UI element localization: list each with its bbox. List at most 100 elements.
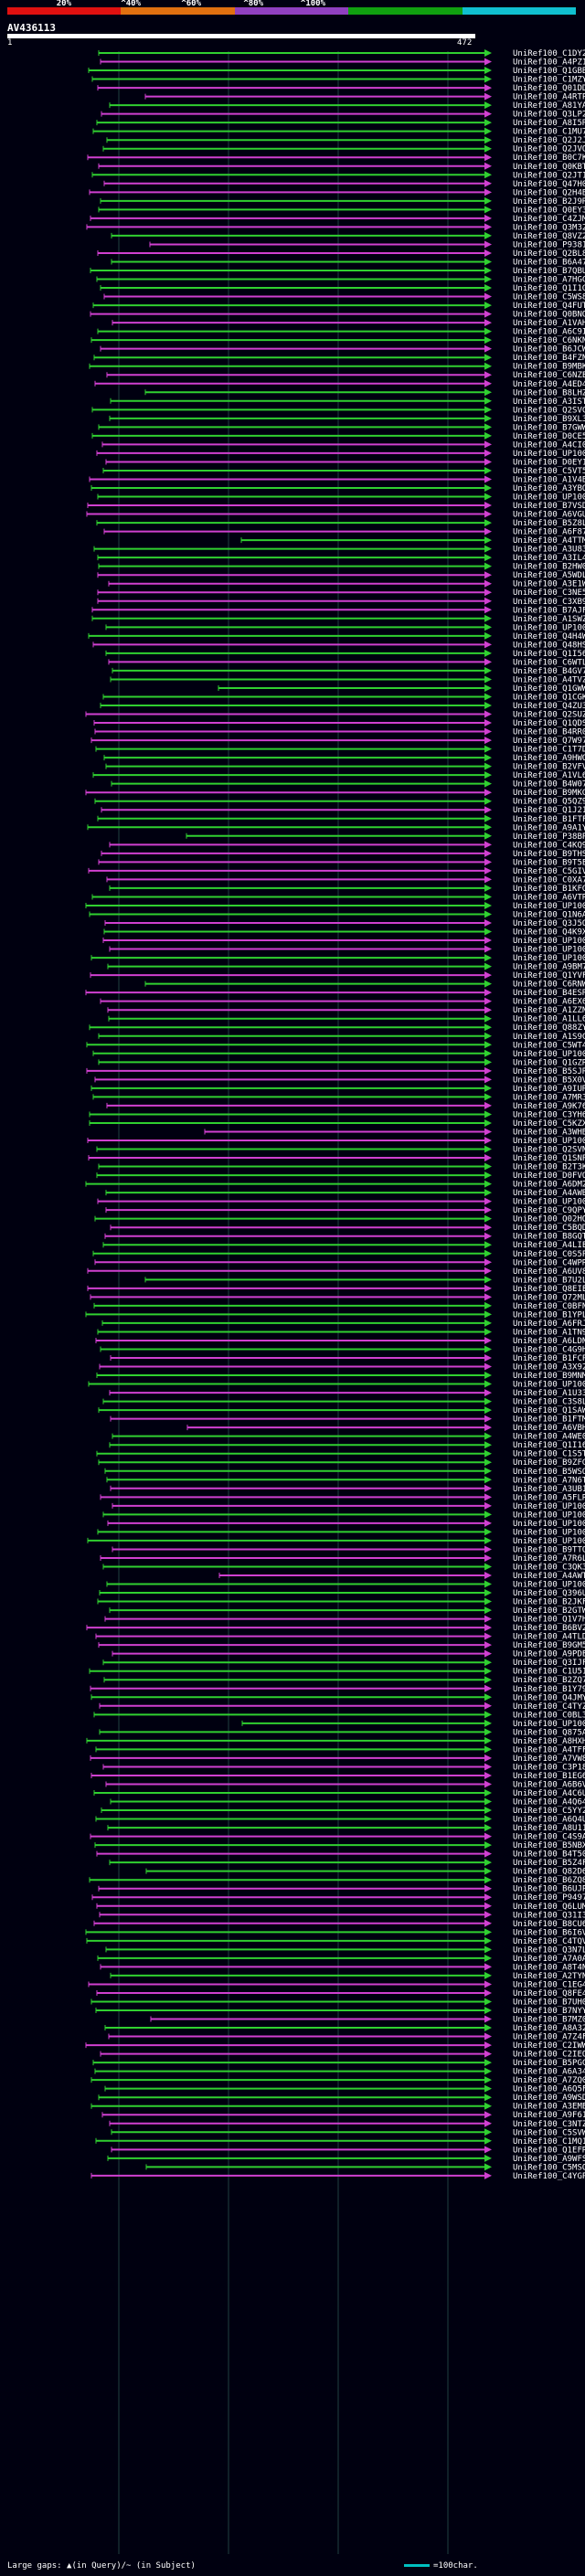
hit-row[interactable]: UniRef100_A6Q4U4 [95, 1815, 585, 1825]
hit-label[interactable]: UniRef100_Q2SVC1 [513, 406, 585, 415]
hit-row[interactable]: UniRef100_A9PDE6 [112, 1649, 585, 1659]
hit-row[interactable]: UniRef100_B1KFG3 [109, 884, 585, 894]
hit-row[interactable]: UniRef100_A4LIE46 [102, 1241, 585, 1250]
hit-row[interactable]: UniRef100_Q396U5 [99, 1589, 585, 1598]
hit-row[interactable]: UniRef100_C0BFN1 [93, 1301, 585, 1311]
hit-label[interactable]: UniRef100_D0EY17 [513, 458, 585, 467]
hit-label[interactable]: UniRef100_A6VGU3 [513, 511, 585, 520]
hit-row[interactable]: UniRef100_Q2JT1 [91, 171, 585, 180]
hit-row[interactable]: UniRef100_UP1000... [87, 1536, 585, 1546]
hit-row[interactable]: UniRef100_A3YBQ1 [90, 484, 585, 493]
hit-row[interactable]: UniRef100_A8T4N6 [100, 1963, 585, 1972]
hit-label[interactable]: UniRef100_B9MNM3 [513, 1372, 585, 1381]
hit-label[interactable]: UniRef100_B8GQT7 [513, 1233, 585, 1242]
hit-row[interactable]: UniRef100_Q8EIE2 [87, 1284, 585, 1294]
hit-label[interactable]: UniRef100_A6EX6A [513, 998, 585, 1007]
hit-row[interactable]: UniRef100_C4TYZ9 [99, 1701, 585, 1712]
hit-row[interactable]: UniRef100_A6C9I8 [97, 327, 585, 337]
hit-row[interactable]: UniRef100_Q82D64 [145, 1868, 585, 1877]
hit-label[interactable]: UniRef100_UP1000... [513, 623, 585, 632]
hit-label[interactable]: UniRef100_A4LIE46 [513, 1241, 585, 1250]
hit-label[interactable]: UniRef100_UP1000... [513, 902, 585, 911]
hit-label[interactable]: UniRef100_C3XB93 [513, 598, 585, 607]
hit-row[interactable]: UniRef100_UP1000... [96, 449, 585, 459]
hit-row[interactable]: UniRef100_A7VW89 [90, 1754, 585, 1764]
hit-row[interactable]: UniRef100_B2GTW7 [109, 1606, 585, 1616]
hit-row[interactable]: UniRef100_A1U334 [109, 1389, 585, 1398]
hit-row[interactable]: UniRef100_A7ZQ00 [90, 2076, 585, 2085]
hit-row[interactable]: UniRef100_Q1SAW8 [98, 1406, 585, 1415]
hit-label[interactable]: UniRef100_Q5QZ90 [513, 798, 585, 807]
hit-row[interactable]: UniRef100_A7A0A6 [97, 1954, 585, 1964]
hit-label[interactable]: UniRef100_B8CU62 [513, 1920, 585, 1929]
hit-label[interactable]: UniRef100_Q8VZ23 [513, 232, 585, 241]
hit-label[interactable]: UniRef100_C5MSQ7 [513, 2163, 585, 2172]
hit-row[interactable]: UniRef100_C2IEQ1 [100, 2050, 585, 2060]
hit-row[interactable]: UniRef100_Q6LUM8 [96, 1902, 585, 1912]
hit-label[interactable]: UniRef100_B5SJR4 [513, 1067, 585, 1076]
hit-label[interactable]: UniRef100_A8U114 [513, 1824, 585, 1833]
hit-row[interactable]: UniRef100_A1S9C2 [98, 1032, 585, 1042]
hit-label[interactable]: UniRef100_A7N6T0 [513, 1476, 585, 1485]
hit-row[interactable]: UniRef100_B7QBU4 [90, 267, 585, 276]
hit-row[interactable]: UniRef100_Q1GBB0 [88, 67, 585, 76]
hit-label[interactable]: UniRef100_B6A470 [513, 258, 585, 267]
hit-row[interactable]: UniRef100_A4TFF6 [95, 1745, 585, 1754]
hit-row[interactable]: UniRef100_C4S9A4 [90, 1832, 585, 1842]
hit-row[interactable]: UniRef100_A4WE09 [112, 1432, 585, 1442]
hit-label[interactable]: UniRef100_Q1GBB0 [513, 67, 585, 76]
hit-label[interactable]: UniRef100_C0BL36 [513, 1711, 585, 1720]
hit-row[interactable]: UniRef100_UP1000... [112, 1501, 585, 1511]
hit-label[interactable]: UniRef100_Q02HQ6 [513, 1215, 585, 1224]
hit-label[interactable]: UniRef100_Q82D64 [513, 1868, 585, 1877]
hit-row[interactable]: UniRef100_A6FRJ3 [101, 1319, 585, 1329]
hit-label[interactable]: UniRef100_UP1000... [513, 1520, 585, 1529]
hit-row[interactable]: UniRef100_B7VSD1 [87, 502, 585, 511]
hit-row[interactable]: UniRef100_C6WTL8 [108, 658, 585, 667]
hit-label[interactable]: UniRef100_B6I6V9 [513, 1928, 585, 1937]
hit-row[interactable]: UniRef100_A9HWQ2 [103, 754, 585, 763]
hit-label[interactable]: UniRef100_Q0BNQ2 [513, 311, 585, 320]
hit-label[interactable]: UniRef100_C5GIV4 [513, 867, 585, 876]
hit-row[interactable]: UniRef100_C3QK31 [102, 1563, 585, 1572]
hit-row[interactable]: UniRef100_Q8FE48 [96, 1988, 585, 1998]
hit-row[interactable]: UniRef100_C4WPR1 [94, 1258, 585, 1267]
hit-label[interactable]: UniRef100_A4TLD0 [513, 1633, 585, 1642]
hit-row[interactable]: UniRef100_B4ESR2 [85, 989, 585, 998]
hit-row[interactable]: UniRef100_A7MR38 [92, 1093, 585, 1102]
hit-label[interactable]: UniRef100_A4AWB5 [513, 1189, 585, 1198]
hit-label[interactable]: UniRef100_B9THS8 [513, 850, 585, 859]
hit-label[interactable]: UniRef100_Q1SAW8 [513, 1406, 585, 1415]
hit-label[interactable]: UniRef100_C0S5P4 [513, 1250, 585, 1259]
hit-row[interactable]: UniRef100_A3EME5 [90, 2102, 585, 2112]
hit-label[interactable]: UniRef100_B4GV79 [513, 667, 585, 676]
hit-row[interactable]: UniRef100_B6BV26 [86, 1624, 585, 1633]
hit-label[interactable]: UniRef100_UP1000... [513, 450, 585, 459]
hit-label[interactable]: UniRef100_A4WE09 [513, 1433, 585, 1442]
hit-label[interactable]: UniRef100_UP1000... [513, 1502, 585, 1511]
hit-row[interactable]: UniRef100_B5Z8L7 [96, 519, 585, 528]
hit-row[interactable]: UniRef100_A7R6L6 [100, 1553, 585, 1564]
hit-label[interactable]: UniRef100_C5VT50 [513, 467, 585, 476]
hit-label[interactable]: UniRef100_C1MU75 [513, 128, 585, 137]
hit-row[interactable]: UniRef100_UP1000... [105, 623, 585, 632]
hit-label[interactable]: UniRef100_Q1V7H3 [513, 1616, 585, 1625]
hit-label[interactable]: UniRef100_C2IEQ1 [513, 2051, 585, 2060]
hit-row[interactable]: UniRef100_Q1EFR7 [111, 2146, 585, 2155]
hit-label[interactable]: UniRef100_C1MZY9 [513, 76, 585, 85]
hit-label[interactable]: UniRef100_A6B6V7 [513, 1780, 585, 1789]
hit-row[interactable]: UniRef100_A9F619 [101, 2111, 585, 2120]
hit-row[interactable]: UniRef100_UP1000... [106, 1580, 585, 1590]
hit-row[interactable]: UniRef100_Q2J2J7 [106, 136, 585, 145]
hit-label[interactable]: UniRef100_Q1QDS2 [513, 719, 585, 728]
hit-row[interactable]: UniRef100_Q1SNP4 [88, 1154, 585, 1163]
hit-row[interactable]: UniRef100_Q2SVN0 [96, 1145, 585, 1155]
hit-label[interactable]: UniRef100_UP1000... [513, 1581, 585, 1590]
hit-row[interactable]: UniRef100_B6ZQ84 [89, 1876, 585, 1885]
hit-row[interactable]: UniRef100_Q3N7L6 [105, 1945, 585, 1955]
hit-label[interactable]: UniRef100_A81YA4 [513, 101, 585, 111]
hit-row[interactable]: UniRef100_B6UJP7 [98, 1884, 585, 1894]
hit-row[interactable]: UniRef100_B9XL37 [109, 414, 585, 424]
hit-row[interactable]: UniRef100_A6A348 [94, 2067, 585, 2077]
hit-label[interactable]: UniRef100_Q3LP28 [513, 111, 585, 120]
